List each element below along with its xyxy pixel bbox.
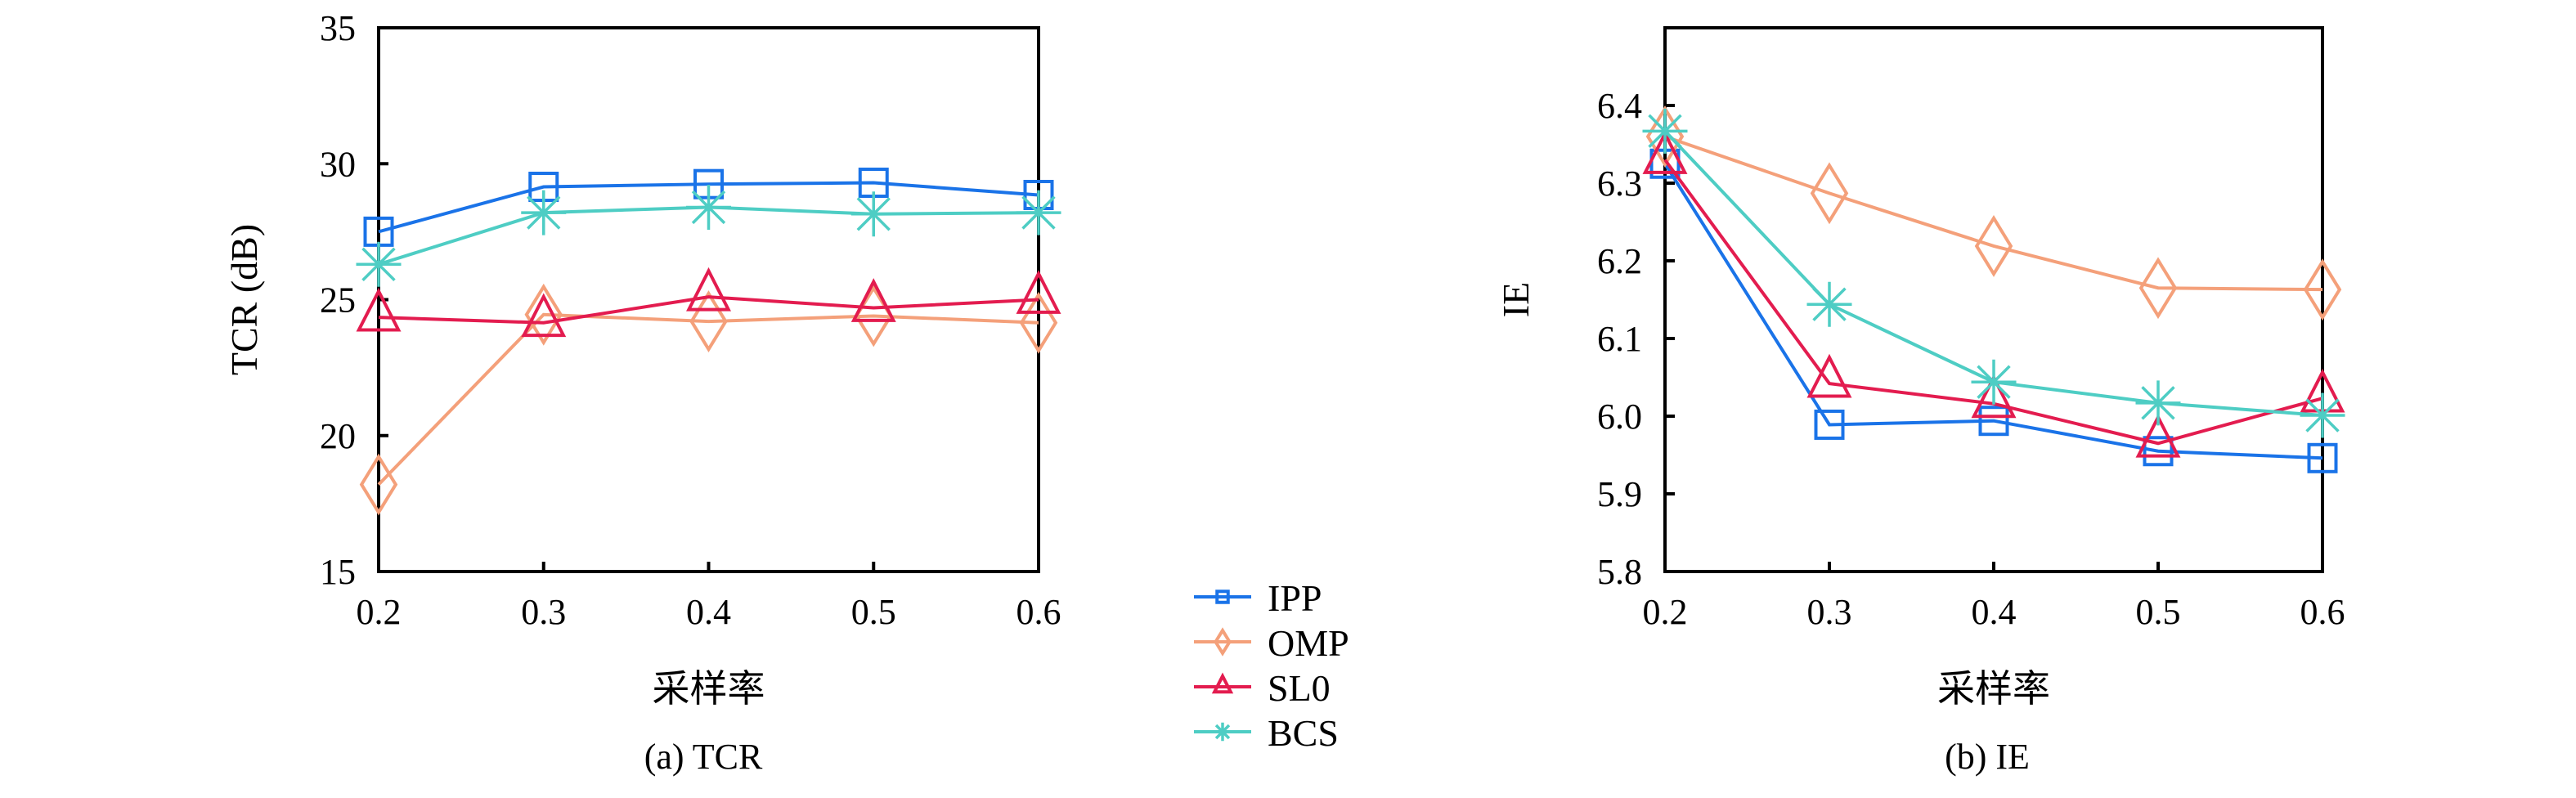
x-tick-label: 0.4: [686, 592, 731, 632]
data-point-sl0: [1806, 353, 1852, 398]
plot-frame: [1663, 26, 2324, 573]
data-point-omp: [1810, 162, 1849, 225]
y-tick-label: 6.4: [1597, 86, 1642, 126]
data-point-ipp: [2143, 436, 2174, 467]
data-point-sl0: [1016, 270, 1061, 314]
data-point-omp: [1645, 105, 1685, 168]
x-tick-label: 0.2: [1643, 592, 1688, 632]
data-point-sl0: [2135, 413, 2181, 458]
y-tick-label: 6.1: [1597, 319, 1642, 359]
x-tick-label: 0.2: [357, 592, 402, 632]
legend-marker-omp: [1214, 627, 1232, 657]
legend-marker-bcs: [1213, 722, 1232, 742]
chart-caption: (b) IE: [1945, 737, 2030, 777]
data-point-bcs: [850, 191, 896, 237]
data-point-bcs: [1971, 359, 2017, 405]
data-point-bcs: [1016, 190, 1061, 235]
x-tick-label: 0.3: [1807, 592, 1852, 632]
data-point-sl0: [1642, 130, 1688, 174]
legend-label-omp: OMP: [1268, 622, 1349, 664]
data-point-bcs: [1806, 281, 1852, 327]
y-tick-label: 5.9: [1597, 474, 1642, 514]
data-point-bcs: [686, 184, 731, 230]
x-tick-label: 0.6: [2300, 592, 2345, 632]
data-point-sl0: [356, 287, 402, 332]
legend-label-ipp: IPP: [1268, 577, 1322, 619]
data-point-omp: [359, 453, 398, 516]
y-tick-label: 6.3: [1597, 164, 1642, 204]
x-tick-label: 0.6: [1016, 592, 1061, 632]
series-line-omp: [377, 312, 1039, 486]
x-tick-label: 0.5: [851, 592, 896, 632]
legend-marker-ipp: [1215, 590, 1230, 604]
data-point-sl0: [686, 267, 731, 312]
data-point-omp: [689, 290, 728, 353]
chart-ie: 0.2 0.3 0.4 0.5 0.6 5.8 5.9 6.0 6.1 6.2 6.3 6.4 IE 采样…: [1495, 26, 2345, 777]
x-tick-label: 0.4: [1972, 592, 2017, 632]
data-point-ipp: [1978, 406, 2009, 437]
data-point-bcs: [1642, 108, 1688, 154]
y-tick-label: 30: [320, 144, 356, 184]
data-point-bcs: [2300, 392, 2345, 438]
data-point-sl0: [850, 278, 896, 322]
chart-tcr: 0.2 0.3 0.4 0.5 0.6 15 20 25 30 35 TCR (dB) 采样率 (a) …: [223, 8, 1061, 777]
data-point-omp: [1974, 215, 2013, 277]
y-tick-label: 6.0: [1597, 397, 1642, 437]
series-line-ipp: [378, 181, 1039, 234]
y-axis-label: TCR (dB): [223, 224, 265, 375]
data-point-sl0: [1971, 374, 2017, 419]
data-point-ipp: [2307, 442, 2338, 473]
y-tick-label: 25: [320, 280, 356, 321]
data-point-bcs: [521, 190, 567, 235]
plot-frame: [377, 26, 1040, 573]
legend-label-sl0: SL0: [1268, 667, 1331, 709]
data-point-omp: [524, 283, 563, 346]
y-tick-label: 5.8: [1597, 552, 1642, 592]
y-tick-label: 6.2: [1597, 241, 1642, 281]
data-point-bcs: [356, 241, 402, 287]
x-axis-label: 采样率: [1937, 668, 2050, 710]
series-line-sl0: [378, 295, 1039, 325]
legend-marker-sl0: [1211, 672, 1234, 694]
x-tick-label: 0.5: [2136, 592, 2181, 632]
data-point-omp: [2303, 258, 2342, 321]
y-axis-label: IE: [1495, 282, 1537, 317]
legend-label-bcs: BCS: [1268, 712, 1339, 754]
series-line-ipp: [1663, 163, 2323, 460]
y-tick-label: 15: [320, 552, 356, 592]
data-point-sl0: [521, 293, 567, 338]
x-tick-label: 0.3: [521, 592, 566, 632]
data-point-ipp: [1814, 409, 1845, 440]
data-point-bcs: [2135, 380, 2181, 426]
x-axis-label: 采样率: [653, 668, 765, 710]
y-tick-label: 20: [320, 416, 356, 456]
chart-caption: (a) TCR: [644, 737, 763, 777]
data-point-omp: [2138, 257, 2178, 320]
y-tick-label: 35: [320, 8, 356, 48]
series-line-omp: [1664, 135, 2323, 292]
